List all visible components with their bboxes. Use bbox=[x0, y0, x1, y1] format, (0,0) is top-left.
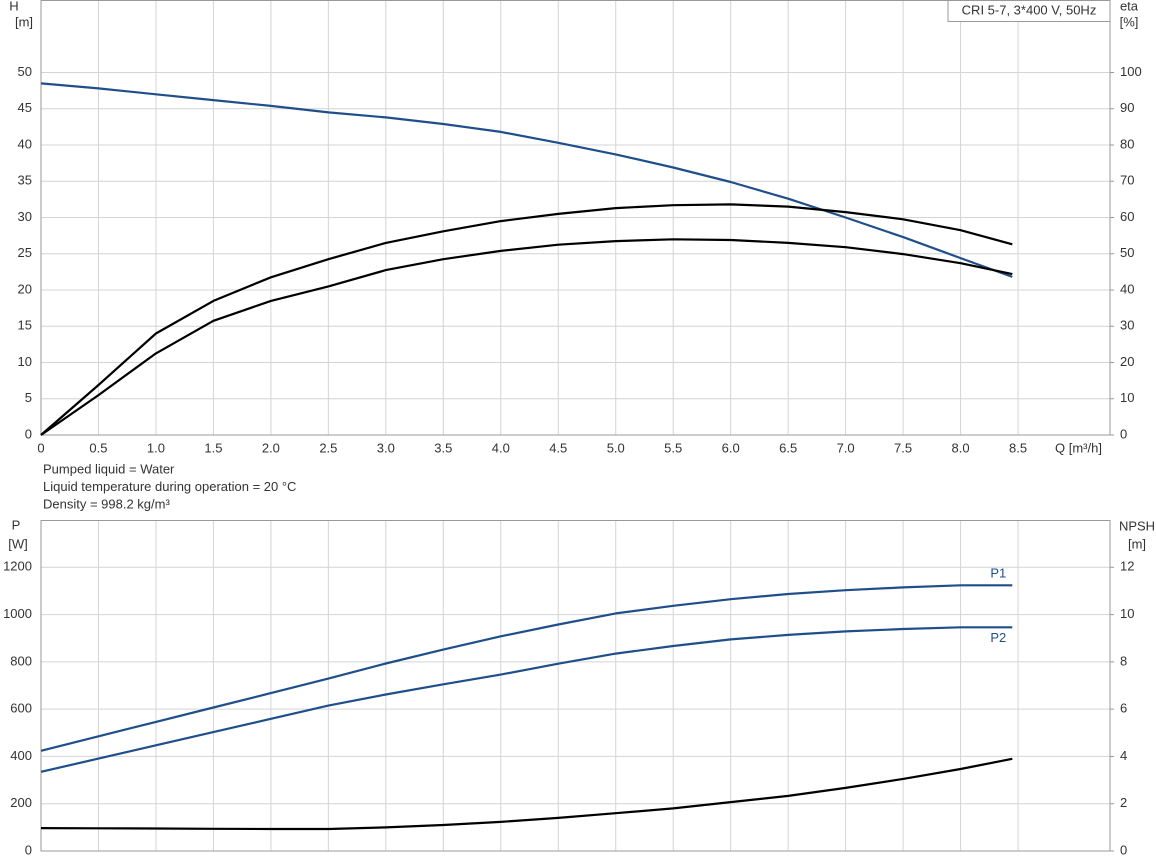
note: Pumped liquid = Water bbox=[43, 461, 175, 476]
curve bbox=[40, 626, 1013, 773]
y-tick-label: 600 bbox=[10, 701, 32, 716]
y2-tick-label: 10 bbox=[1120, 606, 1134, 621]
y-tick-label: 200 bbox=[10, 795, 32, 810]
x-tick-label: 3.5 bbox=[434, 440, 452, 455]
curve bbox=[40, 757, 1013, 831]
y2-tick-label: 30 bbox=[1120, 318, 1134, 333]
y-tick-label: 35 bbox=[18, 173, 32, 188]
plot-frame bbox=[40, 0, 1111, 436]
note: Liquid temperature during operation = 20… bbox=[43, 479, 296, 494]
y2-tick-label: 0 bbox=[1120, 426, 1127, 441]
y2-tick-label: 100 bbox=[1120, 64, 1142, 79]
x-tick-label: 7.0 bbox=[837, 440, 855, 455]
plot-frame bbox=[40, 520, 1111, 852]
curve bbox=[40, 238, 1013, 436]
x-tick-label: 2.0 bbox=[262, 440, 280, 455]
x-tick-label: 8.0 bbox=[952, 440, 970, 455]
y2-tick-label: 40 bbox=[1120, 281, 1134, 296]
x-tick-label: 8.5 bbox=[1009, 440, 1027, 455]
y2-tick-label: 8 bbox=[1120, 653, 1127, 668]
axis-label: [m] bbox=[1128, 536, 1146, 551]
y2-tick-label: 70 bbox=[1120, 173, 1134, 188]
y-tick-label: 5 bbox=[25, 390, 32, 405]
y-tick-label: 40 bbox=[18, 136, 32, 151]
x-tick-label: 2.5 bbox=[319, 440, 337, 455]
axis-label: [%] bbox=[1120, 14, 1139, 29]
y2-tick-label: 4 bbox=[1120, 748, 1127, 763]
y-tick-label: 25 bbox=[18, 245, 32, 260]
x-tick-label: 1.0 bbox=[147, 440, 165, 455]
x-axis-label: Q [m³/h] bbox=[1055, 440, 1102, 455]
x-tick-label: 5.0 bbox=[607, 440, 625, 455]
y-tick-label: 1200 bbox=[3, 559, 32, 574]
axis-label: H bbox=[9, 0, 18, 13]
curve bbox=[40, 203, 1013, 436]
x-tick-label: 3.0 bbox=[377, 440, 395, 455]
curve-label: P1 bbox=[990, 566, 1006, 581]
curve bbox=[40, 82, 1013, 278]
axis-label: eta bbox=[1120, 0, 1139, 13]
x-tick-label: 0.5 bbox=[89, 440, 107, 455]
curve-label: P2 bbox=[990, 630, 1006, 645]
y2-tick-label: 60 bbox=[1120, 209, 1134, 224]
y2-tick-label: 2 bbox=[1120, 795, 1127, 810]
x-tick-label: 6.0 bbox=[722, 440, 740, 455]
x-tick-label: 0 bbox=[37, 440, 44, 455]
y-tick-label: 45 bbox=[18, 100, 32, 115]
y2-tick-label: 90 bbox=[1120, 100, 1134, 115]
x-tick-label: 4.0 bbox=[492, 440, 510, 455]
x-tick-label: 4.5 bbox=[549, 440, 567, 455]
y-tick-label: 1000 bbox=[3, 606, 32, 621]
y2-tick-label: 12 bbox=[1120, 559, 1134, 574]
x-tick-label: 5.5 bbox=[664, 440, 682, 455]
y2-tick-label: 6 bbox=[1120, 701, 1127, 716]
axis-label: [m] bbox=[15, 14, 33, 29]
curve bbox=[40, 584, 1013, 752]
y-tick-label: 0 bbox=[25, 426, 32, 441]
y2-tick-label: 0 bbox=[1120, 842, 1127, 856]
y-tick-label: 10 bbox=[18, 354, 32, 369]
y-tick-label: 800 bbox=[10, 653, 32, 668]
x-tick-label: 1.5 bbox=[204, 440, 222, 455]
y-tick-label: 400 bbox=[10, 748, 32, 763]
axis-label: [W] bbox=[8, 536, 28, 551]
y2-tick-label: 20 bbox=[1120, 354, 1134, 369]
axis-label: NPSH bbox=[1119, 518, 1155, 533]
axis-label: P bbox=[12, 517, 21, 532]
y2-tick-label: 10 bbox=[1120, 390, 1134, 405]
y-tick-label: 50 bbox=[18, 64, 32, 79]
y-tick-label: 20 bbox=[18, 281, 32, 296]
note: Density = 998.2 kg/m³ bbox=[43, 496, 170, 511]
y-tick-label: 30 bbox=[18, 209, 32, 224]
y2-tick-label: 80 bbox=[1120, 136, 1134, 151]
y2-tick-label: 50 bbox=[1120, 245, 1134, 260]
y-tick-label: 0 bbox=[25, 842, 32, 856]
chart-title: CRI 5-7, 3*400 V, 50Hz bbox=[962, 2, 1097, 17]
title-box bbox=[947, 0, 1111, 22]
x-tick-label: 7.5 bbox=[894, 440, 912, 455]
x-tick-label: 6.5 bbox=[779, 440, 797, 455]
y-tick-label: 15 bbox=[18, 318, 32, 333]
